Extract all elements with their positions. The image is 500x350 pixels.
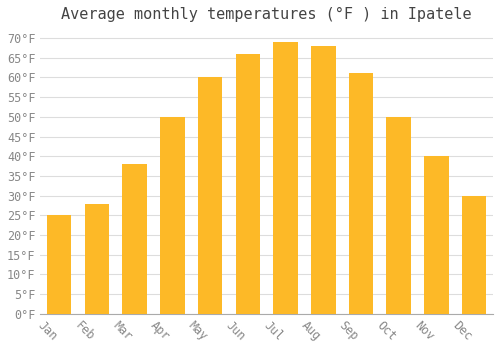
- Bar: [462, 196, 486, 314]
- Bar: [311, 46, 336, 314]
- Bar: [386, 117, 411, 314]
- Bar: [84, 203, 109, 314]
- Bar: [348, 74, 374, 314]
- Title: Average monthly temperatures (°F ) in Ipatele: Average monthly temperatures (°F ) in Ip…: [62, 7, 472, 22]
- Bar: [122, 164, 147, 314]
- Bar: [47, 215, 72, 314]
- Bar: [160, 117, 184, 314]
- Bar: [236, 54, 260, 314]
- Bar: [198, 77, 222, 314]
- Bar: [274, 42, 298, 314]
- Bar: [424, 156, 448, 314]
